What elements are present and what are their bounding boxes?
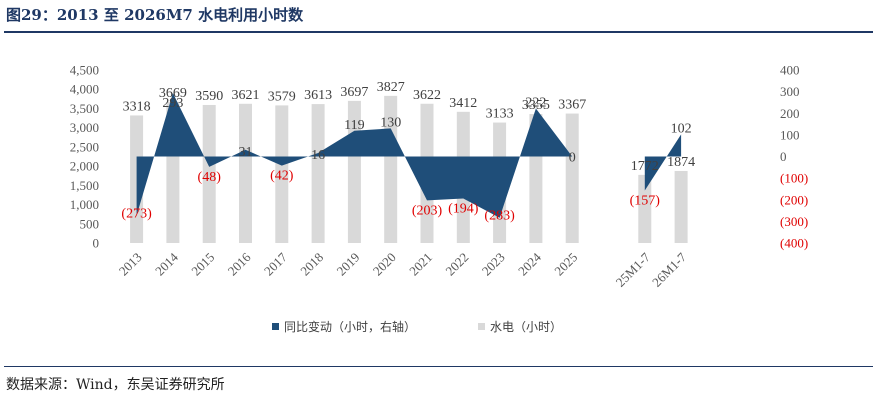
area-data-labels: (273) 293 (48) 31 (42) 16 119 130 (203) (194) (283… (121, 95, 691, 223)
area-value-label: (194) (448, 201, 479, 216)
bar-data-labels: 3318 3669 3590 3621 3579 3613 3697 3827 3622 3412… (123, 80, 695, 174)
right-tick-label: 300 (780, 84, 800, 99)
area-segment (644, 134, 682, 191)
right-tick-label: (400) (780, 236, 808, 251)
x-tick-label: 2022 (442, 250, 471, 279)
area-segment (136, 93, 573, 218)
area-value-label: (48) (198, 170, 222, 185)
bar-value-label: 3133 (486, 107, 514, 122)
right-tick-label: 100 (780, 127, 800, 142)
x-tick-label: 2018 (297, 250, 326, 279)
x-tick-label: 2016 (225, 249, 254, 278)
left-tick-label: 3,500 (70, 101, 99, 116)
bar-value-label: 3697 (340, 85, 368, 100)
legend-label-area: 同比变动（小时，右轴） (284, 319, 416, 334)
x-tick-label: 2013 (116, 250, 145, 279)
left-tick-label: 0 (93, 236, 100, 251)
bar-value-label: 3622 (413, 88, 441, 103)
bar (565, 113, 579, 243)
area-series (136, 93, 682, 218)
bar (202, 104, 216, 244)
x-tick-label: 2020 (370, 250, 399, 279)
area-value-label: 16 (311, 148, 325, 163)
area-value-label: 0 (569, 151, 576, 166)
area-value-label: 31 (239, 145, 253, 160)
area-value-label: 130 (380, 115, 401, 130)
right-tick-label: 200 (780, 106, 800, 121)
footer-rule (4, 366, 873, 367)
legend-label-bar: 水电（小时） (490, 320, 562, 334)
legend-swatch-bar (478, 323, 485, 330)
x-tick-label: 25M1-7 (613, 249, 654, 290)
right-tick-label: (200) (780, 192, 808, 207)
x-tick-label: 2014 (152, 249, 181, 278)
area-value-label: (203) (412, 203, 443, 218)
x-tick-label: 2024 (515, 249, 544, 278)
bar-value-label: 1772 (631, 159, 659, 174)
left-tick-label: 2,500 (70, 139, 99, 154)
right-tick-label: (300) (780, 214, 808, 229)
left-tick-label: 500 (80, 216, 100, 231)
bar-value-label: 3318 (123, 99, 151, 114)
area-value-label: (157) (630, 193, 661, 208)
left-tick-label: 4,500 (70, 63, 99, 78)
bar (311, 104, 325, 243)
source-note: 数据来源：Wind，东吴证券研究所 (6, 377, 225, 393)
bar-value-label: 3367 (558, 98, 586, 113)
bar-value-label: 3579 (268, 89, 296, 104)
left-tick-label: 1,500 (70, 178, 99, 193)
x-tick-label: 2015 (188, 250, 217, 279)
left-tick-label: 1,000 (70, 197, 99, 212)
right-tick-label: 0 (780, 149, 787, 164)
bar-value-label: 3355 (522, 98, 550, 113)
chart: 0 500 1,000 1,500 2,000 2,500 3,000 3,500 4,000 4… (70, 63, 808, 335)
x-tick-label: 2023 (479, 250, 508, 279)
bar-value-label: 3621 (232, 88, 260, 103)
right-axis: (400) (300) (200) (100) 0 100 200 300 400 (780, 63, 808, 251)
area-value-label: 119 (344, 118, 364, 133)
x-tick-label: 2021 (406, 250, 435, 279)
bar-value-label: 3669 (159, 86, 187, 101)
area-value-label: (283) (484, 209, 515, 224)
x-tick-label: 2025 (551, 250, 580, 279)
bar-value-label: 3590 (195, 89, 223, 104)
page-title: 图29：2013 至 2026M7 水电利用小时数 (6, 6, 304, 24)
right-tick-label: 400 (780, 63, 800, 78)
left-tick-label: 4,000 (70, 82, 99, 97)
x-tick-label: 2017 (261, 249, 290, 278)
left-tick-label: 3,000 (70, 120, 99, 135)
area-value-label: 222 (525, 95, 546, 110)
x-tick-label: 2019 (334, 250, 363, 279)
bar (674, 170, 688, 243)
area-value-label: (273) (121, 207, 152, 222)
area-value-label: 293 (162, 96, 183, 111)
bar-value-label: 3613 (304, 88, 332, 103)
x-tick-label: 26M1-7 (649, 249, 690, 290)
legend: 同比变动（小时，右轴） 水电（小时） (272, 319, 562, 334)
right-tick-label: (100) (780, 171, 808, 186)
bar (638, 174, 652, 243)
area-value-label: (42) (270, 169, 294, 184)
bar-value-label: 1874 (667, 155, 695, 170)
bar-value-label: 3827 (377, 80, 405, 95)
bar-value-label: 3412 (449, 96, 477, 111)
legend-swatch-area (272, 323, 279, 330)
bar (275, 105, 289, 243)
area-value-label: 102 (671, 121, 692, 136)
x-axis: 2013 2014 2015 2016 2017 2018 2019 2020 2021 2022… (116, 249, 690, 290)
left-tick-label: 2,000 (70, 159, 99, 174)
title-rule (4, 31, 873, 33)
bar (239, 103, 252, 243)
left-axis: 0 500 1,000 1,500 2,000 2,500 3,000 3,500 4,000 4… (70, 63, 99, 251)
